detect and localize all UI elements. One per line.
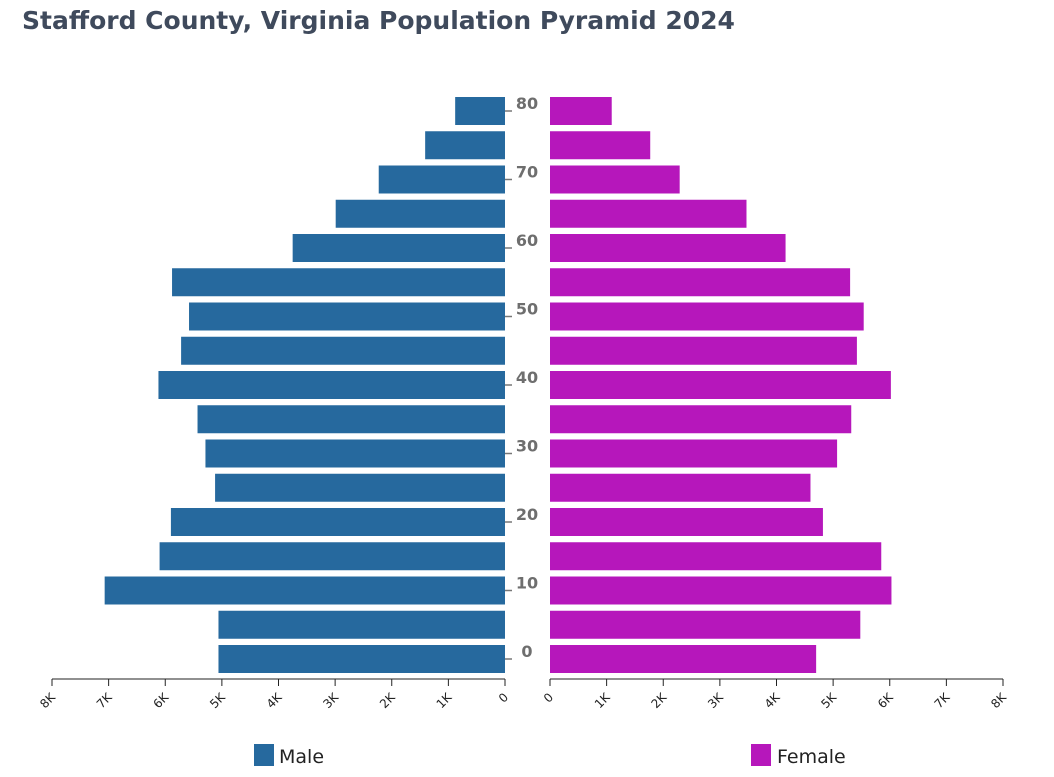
x-tick-label-female-8K: 8K	[988, 689, 1010, 711]
bar-male-age-80	[455, 97, 505, 125]
bar-male-age-20	[170, 508, 505, 536]
x-tick-label-female-5K: 5K	[818, 689, 840, 711]
x-tick-label-male-2K: 2K	[377, 689, 399, 711]
bar-female-age-80	[550, 97, 612, 125]
age-tick-label-80: 80	[516, 94, 538, 113]
bar-male-age-55	[172, 268, 506, 297]
bar-female-age-70	[550, 165, 680, 194]
x-tick-label-female-6K: 6K	[875, 689, 897, 711]
bar-female-age-5	[550, 610, 861, 639]
x-tick-label-female-0: 0	[541, 690, 556, 705]
bar-male-age-75	[425, 131, 505, 160]
bar-male-age-35	[197, 405, 505, 434]
bar-female-age-50	[550, 302, 864, 331]
age-axis: 0 10 20 30 40 50 60 70 80	[505, 94, 538, 661]
bar-male-age-25	[215, 473, 505, 502]
x-tick-label-female-4K: 4K	[762, 689, 784, 711]
bar-female-age-25	[550, 473, 811, 502]
x-tick-label-female-3K: 3K	[705, 689, 727, 711]
x-tick-label-female-1K: 1K	[592, 689, 614, 711]
x-tick-label-male-8K: 8K	[37, 689, 59, 711]
bar-male-age-15	[159, 542, 505, 571]
x-tick-label-male-7K: 7K	[94, 689, 116, 711]
x-tick-label-male-0: 0	[496, 690, 511, 705]
x-tick-label-female-7K: 7K	[932, 689, 954, 711]
x-tick-label-male-4K: 4K	[264, 689, 286, 711]
age-tick-label-70: 70	[516, 163, 538, 182]
bar-male-age-40	[158, 371, 505, 399]
bar-female-age-40	[550, 371, 891, 399]
bar-male-age-10	[104, 576, 505, 605]
bar-male-age-70	[378, 165, 505, 194]
bar-male-age-60	[292, 234, 505, 262]
bar-female-age-60	[550, 234, 786, 262]
bar-male-age-50	[189, 302, 505, 331]
female-bars	[550, 97, 892, 673]
bar-female-age-20	[550, 508, 823, 536]
bar-female-age-55	[550, 268, 851, 297]
age-tick-label-30: 30	[516, 437, 538, 456]
bar-female-age-10	[550, 576, 892, 605]
legend-label-male: Male	[279, 746, 324, 768]
male-bars	[104, 97, 506, 673]
bar-female-age-0	[550, 645, 817, 673]
legend: Male Female	[254, 744, 846, 768]
age-tick-label-60: 60	[516, 231, 538, 250]
chart-title: Stafford County, Virginia Population Pyr…	[22, 6, 735, 35]
x-axis-male: 8K 7K 6K 5K 4K 3K 2K 1K 0	[37, 678, 511, 711]
x-tick-label-female-2K: 2K	[649, 689, 671, 711]
age-tick-label-50: 50	[516, 300, 538, 319]
x-axis-female: 0 1K 2K 3K 4K 5K 6K 7K 8K	[541, 678, 1010, 711]
bar-female-age-35	[550, 405, 852, 434]
bar-male-age-30	[205, 439, 506, 468]
bar-female-age-75	[550, 131, 651, 160]
bar-male-age-0	[218, 645, 506, 673]
bar-female-age-45	[550, 336, 857, 365]
age-tick-label-20: 20	[516, 505, 538, 524]
legend-swatch-female	[751, 744, 771, 766]
legend-label-female: Female	[777, 746, 846, 768]
legend-swatch-male	[254, 744, 274, 766]
x-tick-label-male-3K: 3K	[320, 689, 342, 711]
age-tick-label-10: 10	[516, 574, 538, 593]
age-tick-label-0: 0	[521, 642, 532, 661]
age-tick-label-40: 40	[516, 368, 538, 387]
bar-female-age-15	[550, 542, 882, 571]
bar-female-age-30	[550, 439, 838, 468]
x-tick-label-male-1K: 1K	[434, 689, 456, 711]
bar-female-age-65	[550, 199, 747, 228]
x-tick-label-male-5K: 5K	[207, 689, 229, 711]
bar-male-age-45	[181, 336, 506, 365]
bar-male-age-5	[218, 610, 506, 639]
x-tick-label-male-6K: 6K	[151, 689, 173, 711]
bar-male-age-65	[335, 199, 505, 228]
